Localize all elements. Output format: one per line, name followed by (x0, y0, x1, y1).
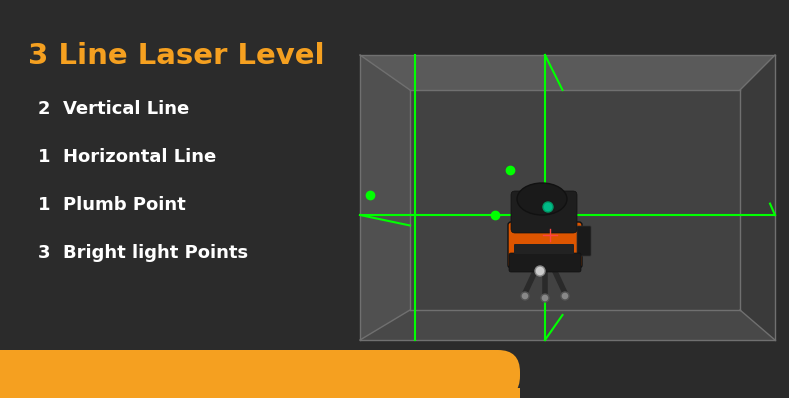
Bar (0, 350, 50, 398)
Circle shape (561, 292, 569, 300)
Polygon shape (360, 55, 775, 90)
Ellipse shape (511, 256, 579, 270)
Text: 2  Vertical Line: 2 Vertical Line (38, 100, 189, 118)
Ellipse shape (517, 183, 567, 215)
Polygon shape (360, 310, 775, 340)
FancyBboxPatch shape (511, 191, 577, 233)
FancyBboxPatch shape (509, 253, 581, 272)
Text: For decoration, hydropower engineering: For decoration, hydropower engineering (18, 365, 428, 383)
FancyBboxPatch shape (514, 244, 574, 254)
Bar (0, 388, 520, 398)
FancyBboxPatch shape (508, 222, 582, 268)
Text: 3  Bright light Points: 3 Bright light Points (38, 244, 248, 262)
Polygon shape (740, 55, 775, 340)
FancyBboxPatch shape (577, 226, 591, 256)
Text: 1  Horizontal Line: 1 Horizontal Line (38, 148, 216, 166)
Circle shape (543, 202, 553, 212)
Polygon shape (410, 90, 740, 310)
Text: 3 Line Laser Level: 3 Line Laser Level (28, 42, 324, 70)
Polygon shape (360, 55, 410, 340)
Circle shape (541, 294, 549, 302)
Circle shape (535, 266, 545, 276)
Text: 1  Plumb Point: 1 Plumb Point (38, 196, 185, 214)
Circle shape (521, 292, 529, 300)
FancyBboxPatch shape (0, 350, 520, 398)
